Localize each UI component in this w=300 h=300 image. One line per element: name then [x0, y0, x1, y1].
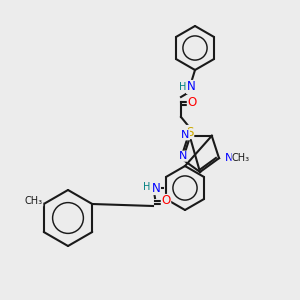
- Text: N: N: [181, 130, 189, 140]
- Text: O: O: [188, 95, 196, 109]
- Text: CH₃: CH₃: [25, 196, 43, 206]
- Text: N: N: [152, 182, 160, 194]
- Text: N: N: [179, 151, 187, 161]
- Text: N: N: [152, 182, 160, 194]
- Text: N: N: [225, 153, 233, 163]
- Text: S: S: [186, 125, 194, 139]
- Text: N: N: [187, 80, 195, 94]
- Text: N: N: [225, 153, 233, 163]
- Text: N: N: [179, 151, 187, 161]
- Text: H: H: [143, 182, 151, 192]
- Text: O: O: [161, 194, 171, 208]
- Text: H: H: [179, 82, 187, 92]
- Text: O: O: [161, 194, 171, 208]
- Text: N: N: [181, 130, 189, 140]
- Text: H: H: [179, 82, 187, 92]
- Text: CH₃: CH₃: [25, 196, 43, 206]
- Text: H: H: [143, 182, 151, 192]
- Text: S: S: [186, 125, 194, 139]
- Text: O: O: [188, 95, 196, 109]
- Text: CH₃: CH₃: [232, 153, 250, 163]
- Text: CH₃: CH₃: [232, 153, 250, 163]
- Text: N: N: [187, 80, 195, 94]
